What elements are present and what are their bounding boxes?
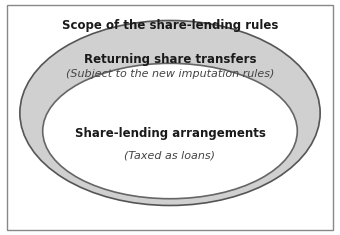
Text: (Subject to the new imputation rules): (Subject to the new imputation rules) <box>66 69 274 78</box>
Text: Scope of the share-lending rules: Scope of the share-lending rules <box>62 19 278 31</box>
Text: Returning share transfers: Returning share transfers <box>84 54 256 67</box>
Text: Share-lending arrangements: Share-lending arrangements <box>74 127 266 140</box>
Ellipse shape <box>20 20 320 205</box>
Text: (Taxed as loans): (Taxed as loans) <box>124 151 216 161</box>
Ellipse shape <box>43 63 297 199</box>
